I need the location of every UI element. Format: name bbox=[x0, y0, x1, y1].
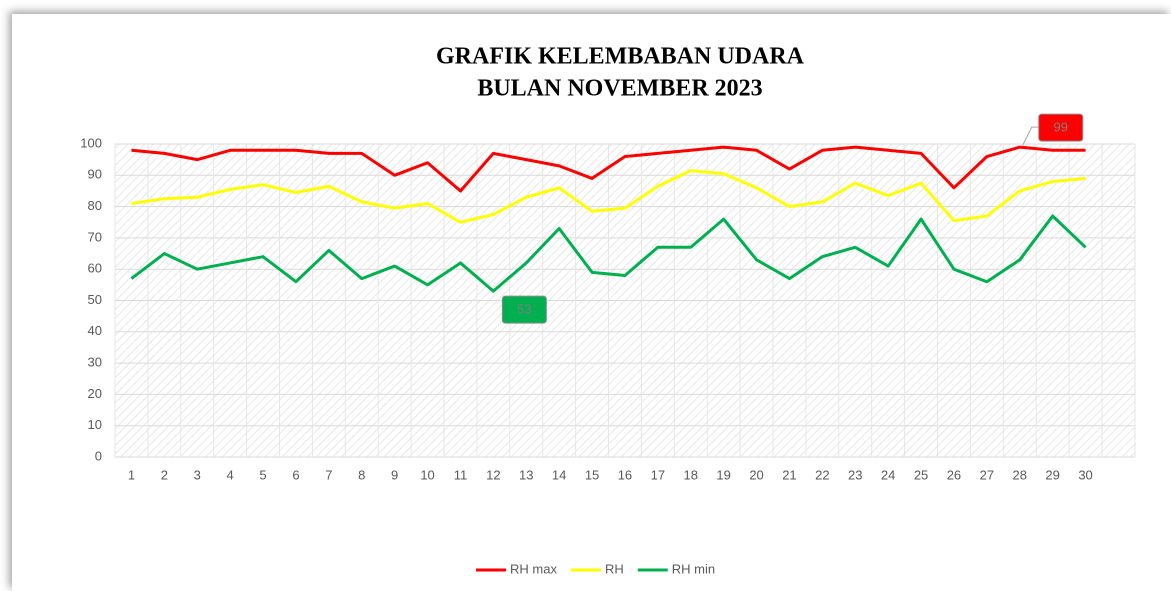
x-tick-label: 24 bbox=[881, 467, 895, 482]
x-tick-label: 6 bbox=[292, 467, 299, 482]
x-tick-label: 28 bbox=[1013, 467, 1027, 482]
data-label: 53 bbox=[517, 302, 531, 317]
x-tick-label: 26 bbox=[947, 467, 961, 482]
legend-label: RH max bbox=[510, 561, 557, 576]
x-tick-label: 25 bbox=[914, 467, 928, 482]
y-tick-label: 80 bbox=[88, 198, 102, 213]
y-tick-label: 50 bbox=[88, 292, 102, 307]
y-tick-label: 90 bbox=[88, 167, 102, 182]
x-tick-label: 11 bbox=[454, 467, 468, 482]
x-tick-label: 23 bbox=[848, 467, 862, 482]
x-tick-label: 9 bbox=[391, 467, 398, 482]
x-tick-label: 13 bbox=[519, 467, 533, 482]
chart-title: BULAN NOVEMBER 2023 bbox=[477, 76, 762, 102]
series-line bbox=[131, 169, 1086, 224]
data-label: 99 bbox=[1054, 120, 1068, 135]
x-tick-label: 22 bbox=[815, 467, 829, 482]
x-tick-label: 18 bbox=[684, 467, 698, 482]
y-tick-label: 0 bbox=[95, 448, 102, 463]
data-label-box bbox=[501, 295, 547, 324]
y-tick-label: 60 bbox=[88, 261, 102, 276]
x-tick-label: 30 bbox=[1078, 467, 1092, 482]
label-leader bbox=[1022, 126, 1039, 146]
x-tick-label: 1 bbox=[128, 467, 135, 482]
legend-label: RH min bbox=[672, 561, 715, 576]
x-tick-label: 29 bbox=[1045, 467, 1059, 482]
y-tick-label: 20 bbox=[88, 386, 102, 401]
x-tick-label: 15 bbox=[585, 467, 599, 482]
legend-label: RH bbox=[605, 561, 624, 576]
x-tick-label: 2 bbox=[161, 467, 168, 482]
y-tick-label: 40 bbox=[88, 323, 102, 338]
y-tick-label: 70 bbox=[88, 229, 102, 244]
series-line bbox=[131, 145, 1086, 193]
x-tick-label: 5 bbox=[259, 467, 266, 482]
x-tick-label: 20 bbox=[749, 467, 763, 482]
x-tick-label: 19 bbox=[716, 467, 730, 482]
x-tick-label: 27 bbox=[980, 467, 994, 482]
y-tick-label: 100 bbox=[80, 135, 102, 150]
x-tick-label: 4 bbox=[227, 467, 234, 482]
x-tick-label: 3 bbox=[194, 467, 201, 482]
x-tick-label: 8 bbox=[358, 467, 365, 482]
x-tick-label: 14 bbox=[552, 467, 566, 482]
data-label-box bbox=[1038, 113, 1084, 142]
x-tick-label: 17 bbox=[651, 467, 665, 482]
x-tick-label: 10 bbox=[420, 467, 434, 482]
x-tick-label: 7 bbox=[325, 467, 332, 482]
x-tick-label: 12 bbox=[486, 467, 500, 482]
x-tick-label: 21 bbox=[782, 467, 796, 482]
y-tick-label: 30 bbox=[88, 355, 102, 370]
chart-title: GRAFIK KELEMBABAN UDARA bbox=[436, 44, 805, 70]
x-tick-label: 16 bbox=[618, 467, 632, 482]
y-tick-label: 10 bbox=[88, 417, 102, 432]
series-line bbox=[130, 214, 1087, 293]
